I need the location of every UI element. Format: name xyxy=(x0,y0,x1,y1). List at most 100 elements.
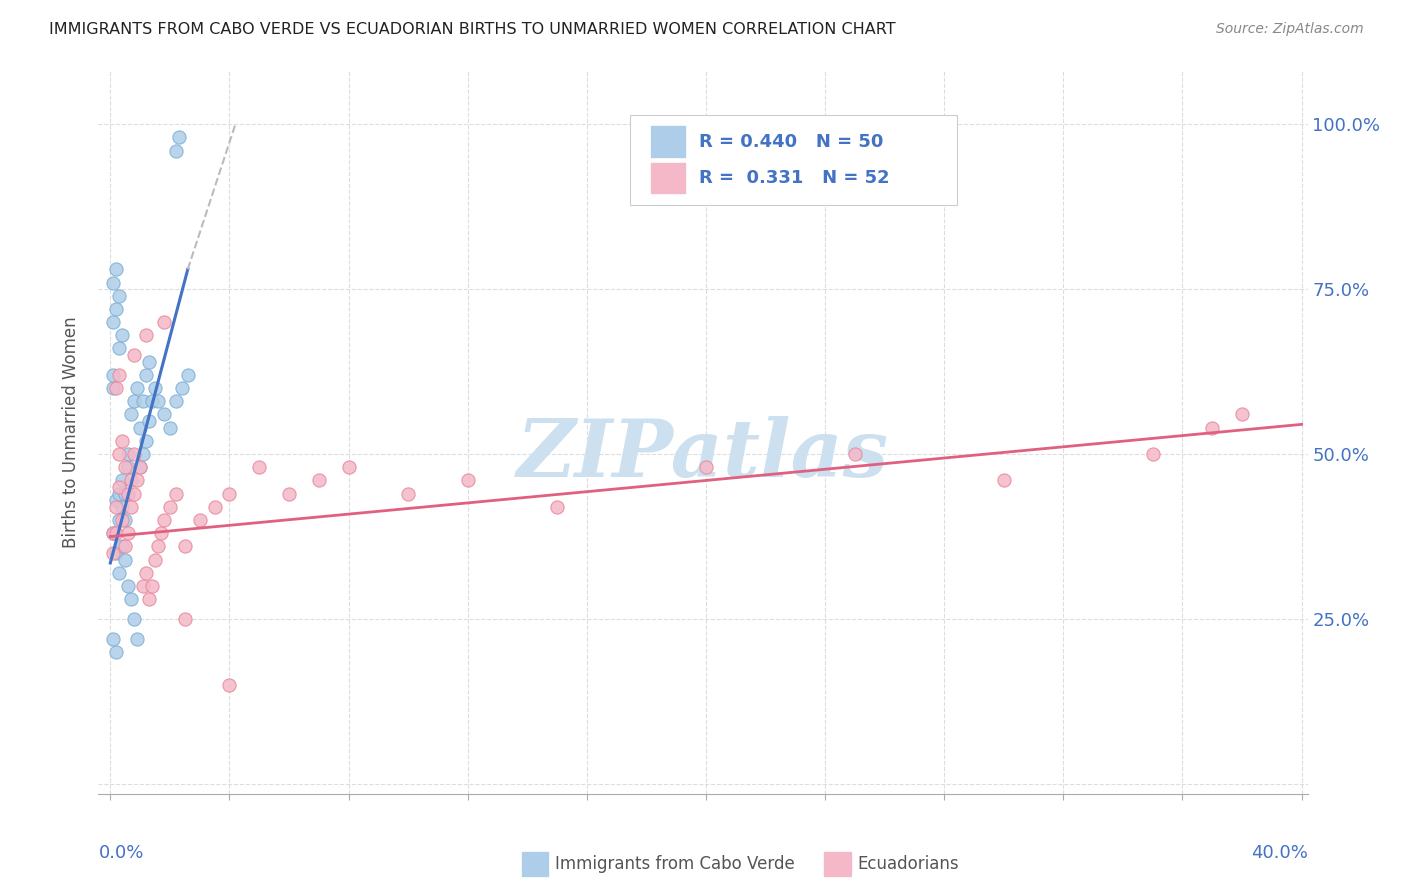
Text: Immigrants from Cabo Verde: Immigrants from Cabo Verde xyxy=(555,855,796,873)
Point xyxy=(108,513,131,527)
Point xyxy=(135,566,157,580)
Point xyxy=(143,381,166,395)
Point xyxy=(108,368,131,382)
Point xyxy=(108,447,131,461)
Point xyxy=(165,486,187,500)
Point xyxy=(132,394,155,409)
Point xyxy=(103,546,125,560)
Text: R =  0.331   N = 52: R = 0.331 N = 52 xyxy=(699,169,890,187)
Point xyxy=(103,381,125,395)
Point xyxy=(108,486,131,500)
Point xyxy=(120,408,142,422)
Point xyxy=(153,315,176,329)
Point xyxy=(167,130,190,145)
Point xyxy=(108,480,131,494)
Point xyxy=(129,460,152,475)
Point xyxy=(120,474,142,488)
Point xyxy=(103,368,125,382)
Point xyxy=(103,526,125,541)
Point xyxy=(146,394,169,409)
Point xyxy=(105,500,128,514)
Point xyxy=(218,486,240,500)
Point xyxy=(127,474,149,488)
Point xyxy=(108,342,131,356)
Point xyxy=(173,540,195,554)
Point xyxy=(143,552,166,566)
Point xyxy=(122,486,145,500)
Point xyxy=(117,460,139,475)
Point xyxy=(149,526,172,541)
Point xyxy=(138,592,160,607)
Point xyxy=(153,408,176,422)
Point xyxy=(103,632,125,646)
Point xyxy=(308,474,330,488)
Point xyxy=(111,434,134,448)
Point xyxy=(105,493,128,508)
Text: ZIPatlas: ZIPatlas xyxy=(517,416,889,493)
Point xyxy=(114,540,136,554)
Point xyxy=(177,368,200,382)
Point xyxy=(111,540,134,554)
Point xyxy=(122,612,145,626)
Point xyxy=(105,546,128,560)
Point xyxy=(844,447,866,461)
Text: IMMIGRANTS FROM CABO VERDE VS ECUADORIAN BIRTHS TO UNMARRIED WOMEN CORRELATION C: IMMIGRANTS FROM CABO VERDE VS ECUADORIAN… xyxy=(49,22,896,37)
Point xyxy=(105,645,128,659)
Point xyxy=(1230,408,1253,422)
Point xyxy=(105,526,128,541)
Point xyxy=(141,579,163,593)
Point xyxy=(114,513,136,527)
Point xyxy=(1142,447,1164,461)
Point xyxy=(114,486,136,500)
Y-axis label: Births to Unmarried Women: Births to Unmarried Women xyxy=(62,317,80,549)
Point xyxy=(170,381,193,395)
Point xyxy=(153,513,176,527)
Point xyxy=(129,460,152,475)
Point xyxy=(546,500,568,514)
Point xyxy=(247,460,270,475)
Point xyxy=(396,486,419,500)
Point xyxy=(278,486,301,500)
Bar xyxy=(651,127,685,157)
Point xyxy=(120,500,142,514)
Point xyxy=(122,394,145,409)
Point xyxy=(129,420,152,434)
Point xyxy=(135,328,157,343)
Point xyxy=(127,381,149,395)
Point xyxy=(111,328,134,343)
Point xyxy=(993,474,1015,488)
Point xyxy=(111,500,134,514)
Bar xyxy=(651,163,685,194)
Point xyxy=(165,394,187,409)
Point xyxy=(173,612,195,626)
Point xyxy=(337,460,360,475)
Point xyxy=(108,289,131,303)
Point xyxy=(695,460,717,475)
Point xyxy=(1201,420,1223,434)
Point xyxy=(188,513,211,527)
Text: R = 0.440   N = 50: R = 0.440 N = 50 xyxy=(699,133,884,151)
Point xyxy=(457,474,479,488)
Point xyxy=(146,540,169,554)
Text: 40.0%: 40.0% xyxy=(1251,845,1308,863)
Point xyxy=(117,486,139,500)
Point xyxy=(117,579,139,593)
Point xyxy=(103,315,125,329)
Point xyxy=(135,368,157,382)
Point xyxy=(141,394,163,409)
Point xyxy=(114,552,136,566)
Point xyxy=(105,301,128,316)
Text: Ecuadorians: Ecuadorians xyxy=(858,855,959,873)
Point xyxy=(159,500,181,514)
Text: Source: ZipAtlas.com: Source: ZipAtlas.com xyxy=(1216,22,1364,37)
Point xyxy=(120,592,142,607)
Point xyxy=(105,381,128,395)
Point xyxy=(117,526,139,541)
Point xyxy=(138,414,160,428)
Point xyxy=(111,513,134,527)
Point xyxy=(117,447,139,461)
Point xyxy=(132,579,155,593)
Bar xyxy=(522,853,548,876)
Point xyxy=(108,566,131,580)
Point xyxy=(132,447,155,461)
